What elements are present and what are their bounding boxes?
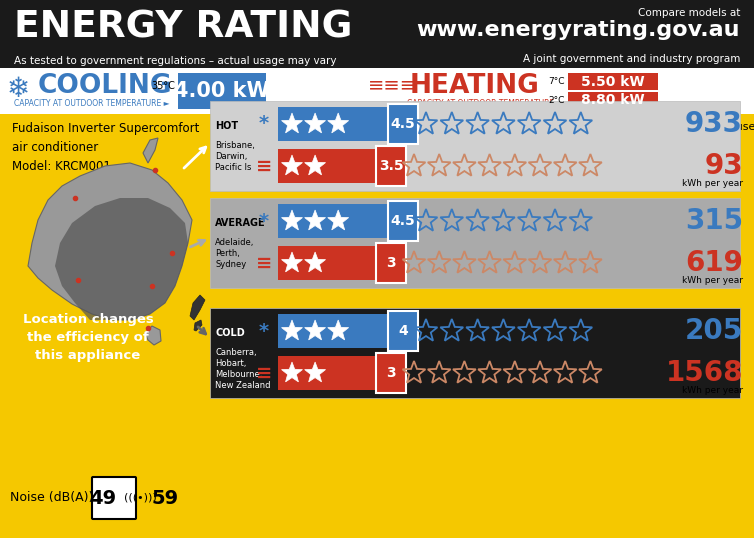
Text: Energy use: Energy use [693,122,754,132]
Text: 933: 933 [685,110,743,138]
FancyBboxPatch shape [92,477,136,519]
Text: 8.80 kW: 8.80 kW [581,94,645,108]
Bar [0,0,754,68]
Polygon shape [281,320,302,340]
Text: ≡: ≡ [256,253,272,273]
Polygon shape [145,326,161,345]
Bar [568,92,658,109]
Bar [210,308,740,398]
Polygon shape [328,320,348,340]
Text: 4.5: 4.5 [391,117,415,131]
Text: 59: 59 [152,489,179,507]
Text: ❄: ❄ [6,75,29,103]
Polygon shape [281,113,302,133]
Polygon shape [55,198,188,320]
Polygon shape [305,210,326,230]
Text: Fudaison Inverter Supercomfort
air conditioner
Model: KRCM001: Fudaison Inverter Supercomfort air condi… [12,122,199,173]
Text: 2°C: 2°C [549,96,565,105]
Polygon shape [328,210,348,230]
Bar [388,104,418,144]
Bar [388,201,418,241]
Text: 4.5: 4.5 [391,214,415,228]
Bar [376,146,406,186]
Text: HEATING: HEATING [410,73,540,99]
Text: AVERAGE: AVERAGE [215,218,265,228]
Polygon shape [143,138,158,163]
Polygon shape [305,320,326,340]
Text: CAPACITY AT OUTDOOR TEMPERATURE ►: CAPACITY AT OUTDOOR TEMPERATURE ► [407,99,562,108]
Text: 3.5: 3.5 [379,159,403,173]
Polygon shape [305,252,326,272]
Text: CAPACITY AT OUTDOOR TEMPERATURE ►: CAPACITY AT OUTDOOR TEMPERATURE ► [14,99,170,108]
Text: COOLING: COOLING [38,73,173,99]
Text: Compare models at: Compare models at [638,8,740,18]
Text: ≡: ≡ [256,157,272,175]
Text: Location changes
the efficiency of
this appliance: Location changes the efficiency of this … [23,313,153,362]
Bar [376,353,406,393]
Text: ENERGY RATING: ENERGY RATING [14,10,352,46]
Polygon shape [305,362,326,382]
Text: 7°C: 7°C [548,77,565,86]
Polygon shape [190,295,205,320]
Text: HOT: HOT [215,121,238,131]
Polygon shape [305,155,326,175]
Text: ≡: ≡ [256,364,272,383]
Text: (((•))): (((•))) [124,493,156,503]
Bar [210,198,740,288]
Text: Canberra,
Hobart,
Melbourne,
New Zealand: Canberra, Hobart, Melbourne, New Zealand [215,348,271,390]
Polygon shape [305,113,326,133]
Text: COLD: COLD [215,328,245,338]
Bar [278,149,376,183]
Bar [278,204,388,238]
Text: *: * [259,322,269,341]
Text: 315: 315 [685,207,743,235]
Bar [568,73,658,90]
Text: 35°C: 35°C [151,81,175,91]
Text: kWh per year: kWh per year [682,179,743,188]
Text: The more stars, the more energy efficient: The more stars, the more energy efficien… [222,122,648,140]
Bar [210,101,740,191]
Text: ≡≡≡: ≡≡≡ [369,75,418,94]
Text: 3: 3 [386,366,396,380]
Text: 93: 93 [704,152,743,180]
Text: As tested to government regulations – actual usage may vary: As tested to government regulations – ac… [14,56,336,66]
Polygon shape [281,252,302,272]
Text: kWh per year: kWh per year [682,386,743,395]
Polygon shape [281,210,302,230]
Bar [0,68,377,114]
Bar [278,356,376,390]
Polygon shape [194,320,202,331]
Bar [377,68,754,114]
Text: 619: 619 [685,249,743,277]
Text: www.energyrating.gov.au: www.energyrating.gov.au [416,20,740,40]
Bar [278,107,388,141]
Text: 4.00 kW: 4.00 kW [174,81,270,101]
Polygon shape [328,113,348,133]
Text: *: * [259,211,269,230]
Polygon shape [28,163,192,320]
Text: A joint government and industry program: A joint government and industry program [523,54,740,64]
Text: 3: 3 [386,256,396,270]
Text: 5.50 kW: 5.50 kW [581,74,645,88]
Text: Brisbane,
Darwin,
Pacific Is: Brisbane, Darwin, Pacific Is [215,141,255,172]
Text: 49: 49 [90,489,117,507]
Polygon shape [281,362,302,382]
Text: Adelaide,
Perth,
Sydney: Adelaide, Perth, Sydney [215,238,254,269]
Text: 205: 205 [685,317,743,345]
Bar [178,73,266,109]
Bar [376,243,406,283]
Bar [388,311,418,351]
Polygon shape [281,155,302,175]
Bar [278,246,376,280]
Text: kWh per year: kWh per year [682,276,743,285]
Text: 1568: 1568 [666,359,743,387]
Bar [278,314,388,348]
Text: *: * [259,115,269,133]
Text: Noise (dB(A)): Noise (dB(A)) [10,492,93,505]
Text: 4: 4 [398,324,408,338]
